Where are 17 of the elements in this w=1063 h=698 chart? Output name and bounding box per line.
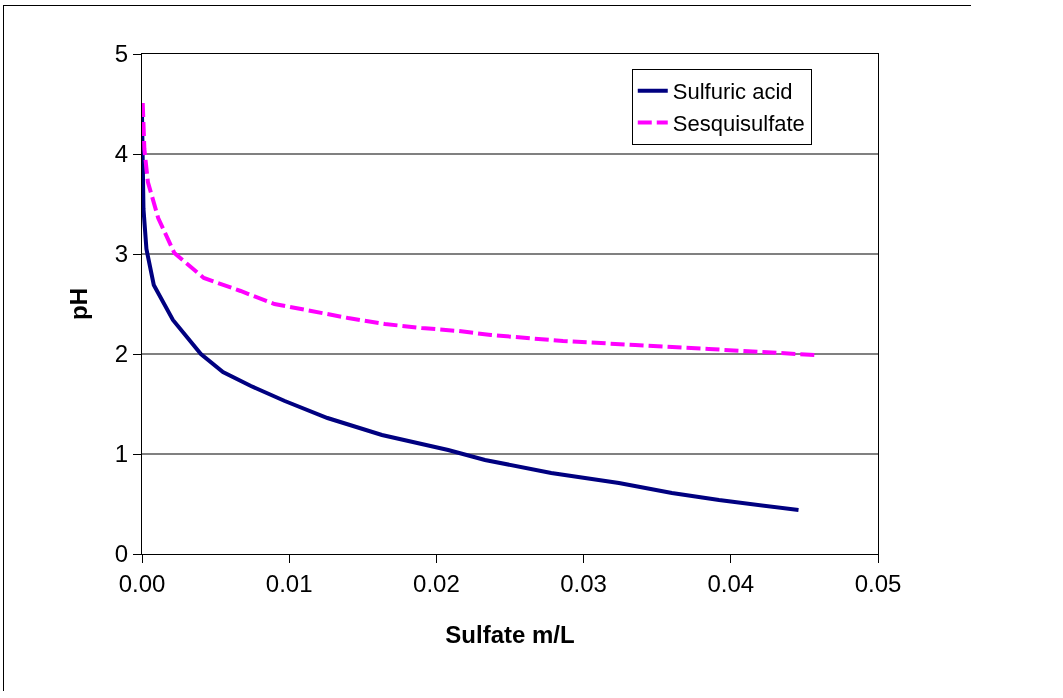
y-tick-label: 4 [114, 140, 129, 168]
legend-label: Sesquisulfate [672, 110, 805, 136]
legend-label: Sulfuric acid [672, 79, 793, 105]
x-tick-label: 0.03 [560, 569, 607, 597]
x-axis-title: Sulfate m/L [445, 621, 575, 649]
y-tick-label: 1 [114, 440, 129, 468]
line-series [142, 101, 817, 357]
y-tick-label: 2 [114, 340, 129, 368]
y-tick-label: 0 [114, 540, 129, 568]
x-tick-label: 0.00 [118, 569, 166, 597]
x-tick-label: 0.04 [707, 569, 755, 597]
x-tick-label: 0.01 [265, 569, 313, 597]
x-tick-label: 0.05 [854, 569, 902, 597]
y-axis-title: pH [64, 288, 92, 320]
x-tick-label: 0.02 [413, 569, 460, 597]
y-tick-label: 3 [114, 240, 129, 268]
y-tick-label: 5 [114, 40, 129, 68]
